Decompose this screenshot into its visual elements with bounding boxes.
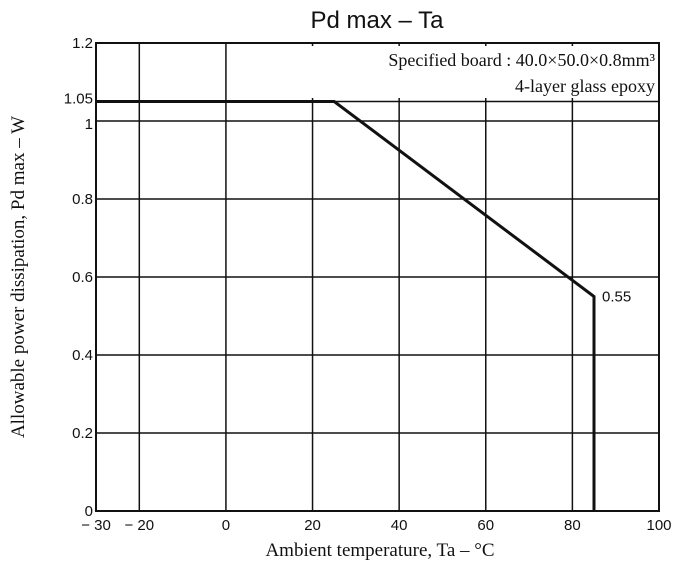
x-tick-label: 40 — [391, 517, 408, 534]
board-material-annotation: 4-layer glass epoxy — [515, 76, 655, 96]
plot-frame — [95, 42, 660, 512]
chart-title: Pd max – Ta — [311, 7, 445, 34]
y-tick-label: 0.8 — [72, 191, 93, 208]
y-tick-label: 0.2 — [72, 425, 93, 442]
x-tick-labels: − 30 − 20 0 20 40 60 80 100 — [81, 517, 671, 534]
y-tick-label: 0.6 — [72, 269, 93, 286]
data-label-0.55: 0.55 — [602, 289, 631, 306]
annotation-background — [283, 46, 657, 98]
x-axis-label: Ambient temperature, Ta – °C — [265, 540, 494, 561]
y-tick-label: 1.05 — [64, 91, 93, 108]
x-tick-label: 80 — [564, 517, 581, 534]
grid — [96, 43, 659, 511]
x-tick-label: 60 — [477, 517, 494, 534]
x-tick-label: − 30 — [81, 517, 111, 534]
x-tick-label: 100 — [646, 517, 671, 534]
y-tick-label: 0 — [85, 503, 93, 520]
x-tick-label: 20 — [304, 517, 321, 534]
y-tick-label: 0.4 — [72, 347, 93, 364]
y-tick-label: 1 — [85, 116, 93, 133]
y-tick-labels: 0 0.2 0.4 0.6 0.8 1 1.05 1.2 — [64, 35, 93, 520]
x-tick-label: − 20 — [124, 517, 154, 534]
series-line — [96, 100, 596, 511]
y-axis-label: Allowable power dissipation, Pd max – W — [8, 116, 29, 438]
board-spec-annotation: Specified board : 40.0×50.0×0.8mm³ — [388, 50, 655, 70]
x-tick-label: 0 — [222, 517, 230, 534]
y-tick-label: 1.2 — [72, 35, 93, 52]
